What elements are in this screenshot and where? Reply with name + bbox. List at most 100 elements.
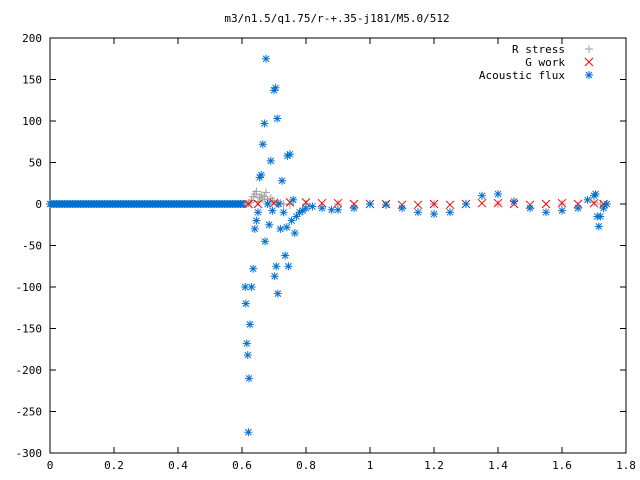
y-tick-label: -200: [16, 364, 43, 377]
acoustic-flux-point: [290, 229, 299, 238]
x-tick-label: 0.4: [168, 459, 188, 472]
r-stress-point: [260, 192, 269, 201]
acoustic-flux-point: [272, 262, 281, 271]
acoustic-flux-point: [382, 200, 390, 209]
acoustic-flux-point: [366, 200, 374, 208]
acoustic-flux-point: [258, 140, 267, 149]
acoustic-flux-point: [276, 224, 285, 233]
acoustic-flux-point: [268, 206, 277, 215]
g-work-point: [493, 198, 503, 208]
axes-layer: 0 0.2 0.4 0.6 0.8 1 1.2 1.4 1.6 1.8 200 150 100 50 0 -5…: [16, 32, 636, 472]
x-tick-label: 1.2: [424, 459, 444, 472]
g-work-point: [589, 198, 599, 208]
x-tick-label: 0.2: [104, 459, 124, 472]
g-work-point: [557, 198, 567, 208]
acoustic-flux-point: [286, 150, 294, 159]
acoustic-flux-point: [302, 204, 310, 213]
acoustic-flux-point: [266, 156, 275, 165]
legend-marker: [585, 45, 593, 53]
y-tick-label: 0: [35, 198, 42, 211]
x-tick-label: 0: [47, 459, 54, 472]
acoustic-flux-point: [274, 200, 283, 208]
acoustic-flux-point: [414, 208, 422, 217]
acoustic-flux-point: [260, 119, 269, 128]
acoustic-flux-point: [591, 190, 600, 199]
acoustic-flux-point: [289, 195, 298, 204]
acoustic-flux-point: [292, 212, 301, 221]
g-work-point: [413, 200, 423, 210]
acoustic-flux-point: [462, 200, 470, 208]
acoustic-flux-point: [278, 176, 286, 185]
acoustic-flux-point: [318, 204, 326, 213]
acoustic-flux-point: [261, 237, 270, 246]
acoustic-flux-point: [252, 216, 261, 225]
acoustic-flux-point: [596, 212, 605, 221]
acoustic-flux-point: [446, 208, 454, 217]
acoustic-flux-point: [430, 209, 438, 218]
acoustic-flux-point: [398, 204, 406, 213]
acoustic-flux-point: [510, 197, 518, 206]
acoustic-flux-point: [594, 222, 603, 231]
g-work-point: [349, 199, 359, 209]
r-stress-point: [494, 200, 502, 208]
chart-title: m3/n1.5/q1.75/r-+.35-j181/M5.0/512: [224, 12, 449, 25]
acoustic-flux-point: [602, 200, 611, 208]
acoustic-flux-point: [542, 208, 550, 217]
acoustic-flux-point: [246, 320, 254, 329]
r-stress-point: [268, 196, 277, 205]
acoustic-flux-point: [242, 339, 251, 348]
x-tick-label: 1.6: [552, 459, 572, 472]
acoustic-flux-point: [334, 205, 342, 214]
acoustic-flux-point: [245, 374, 254, 383]
y-tick-label: 50: [29, 157, 42, 170]
g-work-point: [477, 198, 487, 208]
acoustic-flux-point: [526, 204, 534, 213]
acoustic-flux-point: [265, 220, 274, 229]
y-tick-label: 200: [22, 32, 42, 45]
acoustic-flux-point: [574, 204, 582, 213]
acoustic-flux-point: [273, 114, 282, 123]
y-tick-label: -50: [22, 240, 42, 253]
acoustic-flux-point: [241, 299, 250, 308]
acoustic-flux-point: [494, 190, 502, 199]
legend-label: R stress: [512, 43, 565, 56]
r-stress-point: [242, 200, 251, 208]
acoustic-flux-point: [284, 262, 293, 271]
y-tick-label: -100: [16, 281, 43, 294]
acoustic-flux-point: [270, 272, 279, 281]
acoustic-flux-point: [282, 223, 291, 232]
acoustic-flux-point: [599, 204, 608, 213]
acoustic-flux-point: [247, 283, 256, 291]
y-tick-label: -250: [16, 406, 43, 419]
data-layer: [46, 54, 611, 437]
y-tick-label: -150: [16, 323, 43, 336]
acoustic-flux-point: [254, 208, 262, 217]
acoustic-flux-point: [243, 351, 252, 360]
acoustic-flux-point: [281, 251, 290, 260]
g-work-point: [244, 199, 253, 209]
g-work-point: [573, 199, 583, 209]
acoustic-flux-point: [308, 202, 317, 211]
g-work-point: [429, 199, 439, 209]
acoustic-flux-point: [350, 204, 358, 213]
g-work-point: [541, 199, 551, 209]
g-work-point: [253, 199, 263, 209]
x-tick-label: 1: [367, 459, 374, 472]
acoustic-flux-point: [244, 428, 253, 437]
acoustic-flux-point: [263, 200, 272, 208]
acoustic-flux-point: [279, 208, 288, 217]
y-tick-label: 100: [22, 115, 42, 128]
acoustic-flux-point: [257, 170, 266, 179]
g-work-point: [445, 200, 455, 210]
acoustic-flux-point: [271, 83, 280, 92]
acoustic-flux-point: [250, 224, 259, 233]
acoustic-flux-point: [583, 195, 592, 204]
acoustic-flux-point: [273, 289, 282, 298]
x-tick-label: 0.6: [232, 459, 252, 472]
r-stress-point: [252, 187, 261, 196]
y-tick-label: -300: [16, 447, 43, 460]
legend-marker: [585, 71, 593, 79]
x-tick-label: 1.4: [488, 459, 508, 472]
